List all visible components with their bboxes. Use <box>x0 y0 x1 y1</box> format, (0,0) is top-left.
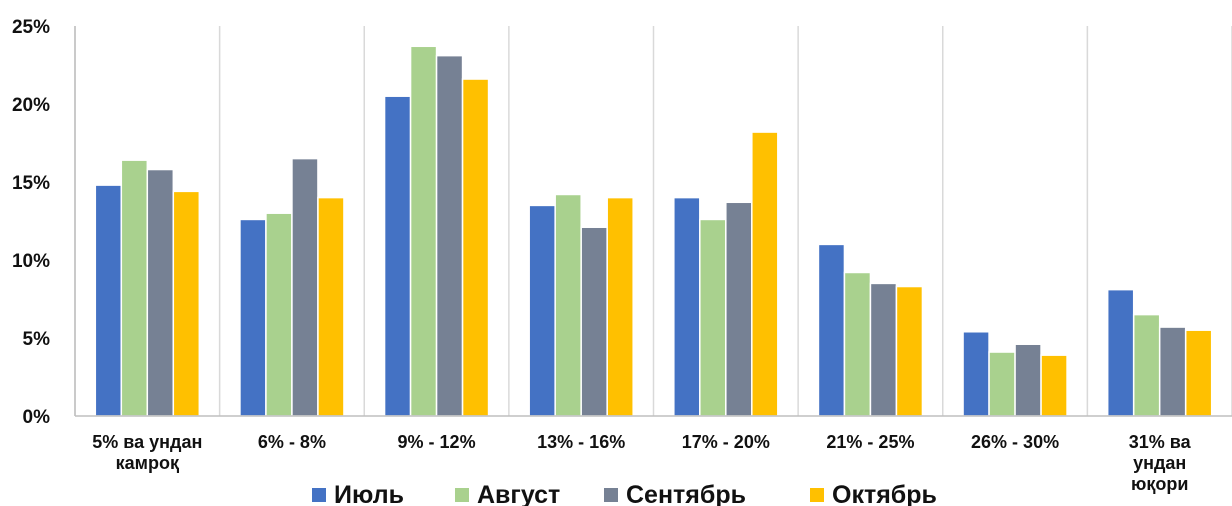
bar <box>962 331 990 417</box>
bar <box>895 285 924 417</box>
bar <box>317 196 345 417</box>
bar <box>461 78 490 417</box>
y-tick-label: 0% <box>23 407 51 428</box>
y-tick-label: 15% <box>12 173 50 194</box>
legend-swatch <box>455 488 469 502</box>
bar <box>554 193 582 417</box>
bar <box>1158 326 1187 417</box>
y-tick-label: 10% <box>12 251 50 272</box>
x-tick-label: 5% ва ундан камроқ <box>92 432 202 473</box>
legend-label: Август <box>477 481 560 506</box>
x-tick-label-line: 9% - 12% <box>398 432 476 452</box>
bar <box>146 168 175 417</box>
bar <box>725 201 753 417</box>
x-tick-label-line: 21% - 25% <box>826 432 914 452</box>
x-tick-label: 9% - 12% <box>398 432 476 452</box>
bar <box>528 204 556 417</box>
axes <box>74 26 1232 417</box>
x-tick-label: 31% ва ундан юқори <box>1129 432 1192 494</box>
bar <box>94 184 123 417</box>
x-tick-label-line: ундан <box>1133 453 1186 473</box>
legend-label: Июль <box>334 481 404 506</box>
bar <box>580 226 608 417</box>
bar <box>673 196 701 417</box>
x-category-labels: 5% ва ундан камроқ 6% - 8% 9% - 12% 13% - 16… <box>92 432 1191 494</box>
x-tick-label-line: 17% - 20% <box>682 432 770 452</box>
x-tick-label-line: камроқ <box>116 453 180 473</box>
bar <box>751 131 779 417</box>
bar <box>869 282 898 417</box>
bar <box>435 54 464 417</box>
x-tick-label: 17% - 20% <box>682 432 770 452</box>
legend-item: Октябрь <box>810 481 937 506</box>
legend-label: Сентябрь <box>626 481 746 506</box>
x-tick-label: 21% - 25% <box>826 432 914 452</box>
bar <box>606 196 634 417</box>
bar <box>409 45 438 417</box>
bar <box>291 157 319 417</box>
legend-item: Сентябрь <box>604 481 746 506</box>
x-tick-label-line: юқори <box>1131 474 1188 494</box>
legend-label: Октябрь <box>832 481 937 506</box>
bar <box>843 271 872 417</box>
bar <box>172 190 201 417</box>
bar <box>265 212 293 417</box>
bar <box>1040 354 1068 417</box>
bar <box>120 159 149 417</box>
bar <box>239 218 267 417</box>
legend-swatch <box>312 488 326 502</box>
legend-swatch <box>604 488 618 502</box>
x-tick-label-line: 5% ва ундан <box>92 432 202 452</box>
y-tick-labels: 0% 5% 10% 15% 20% 25% <box>12 17 50 428</box>
x-tick-label-line: 31% ва <box>1129 432 1192 452</box>
y-tick-label: 20% <box>12 95 50 116</box>
legend-item: Июль <box>312 481 404 506</box>
x-tick-label-line: 26% - 30% <box>971 432 1059 452</box>
x-tick-label-line: 13% - 16% <box>537 432 625 452</box>
bar <box>1014 343 1042 417</box>
x-tick-label: 6% - 8% <box>258 432 326 452</box>
bar <box>1132 313 1161 417</box>
bar <box>988 351 1016 417</box>
x-tick-label-line: 6% - 8% <box>258 432 326 452</box>
x-tick-label: 26% - 30% <box>971 432 1059 452</box>
y-tick-label: 25% <box>12 17 50 38</box>
y-tick-label: 5% <box>23 329 51 350</box>
legend-item: Август <box>455 481 560 506</box>
bar <box>1106 288 1135 417</box>
legend: Июль Август Сентябрь Октябрь <box>312 481 937 506</box>
bar <box>1184 329 1213 417</box>
bar <box>699 218 727 417</box>
x-tick-label: 13% - 16% <box>537 432 625 452</box>
grid-lines <box>74 26 1232 416</box>
legend-swatch <box>810 488 824 502</box>
bar <box>383 95 412 417</box>
bar <box>817 243 846 417</box>
